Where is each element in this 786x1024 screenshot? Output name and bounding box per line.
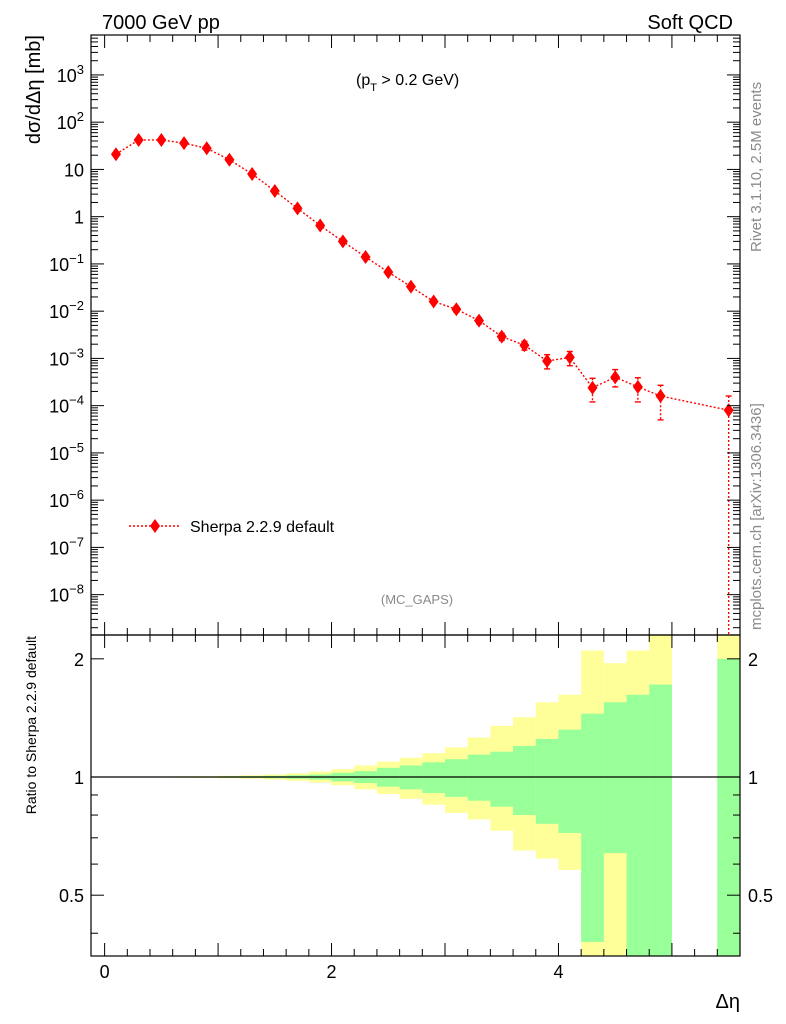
main-plot-series — [110, 132, 734, 635]
legend-marker — [150, 519, 160, 533]
ratio-y-tick-label-right: 2 — [748, 650, 758, 670]
green-band-segment — [467, 754, 491, 801]
legend-label: Sherpa 2.2.9 default — [190, 519, 335, 536]
main-y-axis-label: dσ/dΔη [mb] — [23, 35, 45, 144]
y-tick-label: 10 — [64, 160, 84, 180]
y-tick-label: 1 — [74, 208, 84, 228]
y-tick-label: 103 — [57, 62, 84, 86]
y-tick-label: 10−8 — [49, 582, 84, 606]
data-point — [632, 379, 643, 394]
rivet-version-label: Rivet 3.1.10, 2.5M events — [748, 82, 765, 252]
mcplots-label: mcplots.cern.ch [arXiv:1306.3436] — [748, 403, 765, 630]
header-right: Soft QCD — [647, 12, 733, 34]
x-tick-label: 0 — [100, 962, 110, 982]
data-point — [337, 234, 348, 249]
green-band-segment — [581, 713, 604, 942]
data-point — [133, 132, 144, 147]
data-point — [383, 265, 394, 280]
y-tick-label: 10−3 — [49, 345, 84, 369]
data-point — [587, 380, 598, 395]
data-point — [428, 294, 439, 309]
green-band-segment — [422, 762, 445, 794]
series-line — [115, 139, 729, 411]
green-band-segment — [717, 658, 740, 956]
analysis-tag: (MC_GAPS) — [381, 592, 453, 607]
y-tick-label: 10−2 — [49, 298, 84, 322]
y-tick-label: 10−1 — [49, 251, 84, 275]
data-point — [179, 136, 190, 151]
data-point — [564, 350, 575, 365]
x-tick-label: 4 — [553, 962, 563, 982]
data-point — [269, 183, 280, 198]
ratio-y-tick-label: 1 — [74, 768, 84, 788]
data-point — [610, 370, 621, 385]
data-point — [110, 147, 121, 162]
data-point — [156, 132, 167, 147]
data-point — [292, 201, 303, 216]
data-point — [496, 329, 507, 344]
green-band-segment — [513, 745, 536, 816]
data-point — [315, 218, 326, 233]
green-band-segment — [558, 729, 582, 834]
data-point — [655, 389, 666, 404]
main-x-axis — [104, 35, 718, 635]
main-plot-frame — [90, 34, 741, 636]
legend: Sherpa 2.2.9 default — [129, 519, 335, 536]
data-point — [247, 167, 258, 182]
data-point — [451, 302, 462, 317]
ratio-x-axis: 0 2 4 — [100, 635, 718, 982]
main-y-axis: 10−8 10−7 10−6 10−5 10−4 10−3 10−2 10−1 1 10 102 10… — [49, 34, 740, 629]
green-band-segment — [603, 702, 627, 854]
data-point — [360, 250, 371, 265]
ratio-y-axis: 0.5 0.5 1 1 2 2 — [59, 650, 773, 934]
data-point — [224, 152, 235, 167]
data-point — [201, 141, 212, 156]
pt-cut-annotation: (pT > 0.2 GeV) — [356, 72, 459, 94]
ratio-y-axis-label: Ratio to Sherpa 2.2.9 default — [23, 636, 39, 814]
ratio-y-tick-label-right: 1 — [748, 768, 758, 788]
x-axis-label: Δη — [716, 991, 740, 1013]
ratio-uncertainty-bands — [104, 635, 740, 956]
ratio-y-tick-label-right: 0.5 — [748, 886, 773, 906]
green-band-segment — [490, 751, 514, 807]
header-left: 7000 GeV pp — [102, 12, 220, 34]
data-point — [519, 338, 530, 353]
y-tick-label: 10−7 — [49, 534, 84, 558]
data-point — [405, 279, 416, 294]
green-band-segment — [535, 738, 559, 824]
ratio-y-tick-label: 2 — [74, 650, 84, 670]
ratio-plot-frame — [90, 634, 741, 957]
y-tick-label: 10−6 — [49, 487, 84, 511]
y-tick-label: 102 — [57, 109, 84, 133]
y-tick-label: 10−5 — [49, 440, 84, 464]
y-tick-label: 10−4 — [49, 393, 84, 417]
green-band-segment — [626, 694, 650, 956]
green-band-segment — [649, 684, 672, 956]
data-point — [723, 403, 734, 418]
data-point — [542, 354, 553, 369]
x-tick-label: 2 — [327, 962, 337, 982]
green-band-segment — [445, 759, 468, 797]
data-point — [474, 313, 485, 328]
ratio-y-tick-label: 0.5 — [59, 886, 84, 906]
